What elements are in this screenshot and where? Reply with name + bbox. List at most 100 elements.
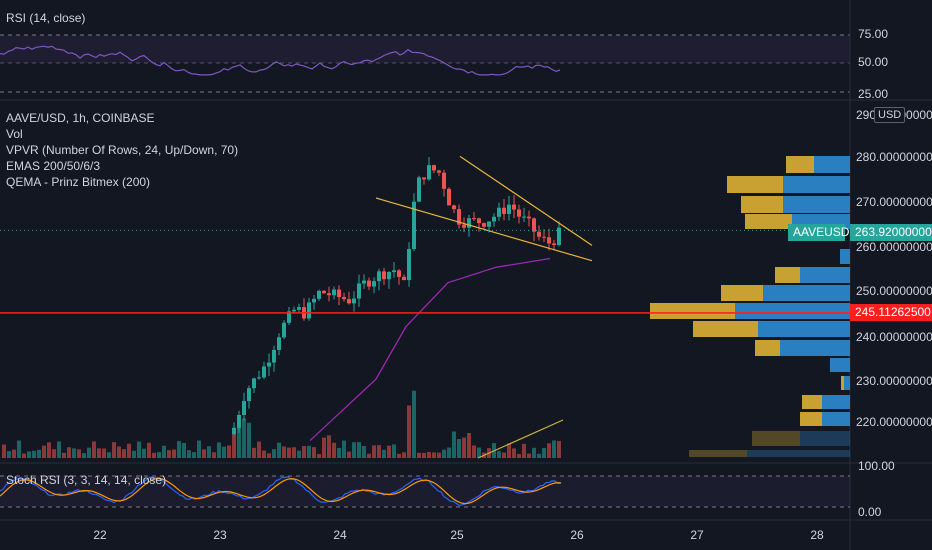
volume-bar	[7, 451, 11, 458]
volume-bar	[527, 453, 531, 458]
candle-body	[522, 216, 526, 218]
time-tick: 26	[570, 528, 584, 542]
symbol-title: AAVE/USD, 1h, COINBASE	[6, 111, 155, 125]
volume-bar	[17, 440, 21, 458]
candle-body	[502, 207, 506, 214]
volume-bar	[422, 452, 426, 458]
stoch-legend[interactable]: Stoch RSI (3, 3, 14, 14, close)	[6, 472, 166, 488]
candle-body	[387, 272, 391, 280]
rsi-tick-50: 50.00	[858, 55, 888, 69]
volume-bar	[287, 447, 291, 458]
volume-bar	[67, 447, 71, 458]
volume-bar	[22, 453, 26, 458]
volume-bar	[172, 449, 176, 458]
volume-bar	[372, 445, 376, 458]
candle-body	[337, 289, 341, 298]
volume-bar	[477, 447, 481, 458]
candle-body	[317, 290, 321, 299]
candle-body	[377, 271, 381, 282]
volume-bar	[337, 447, 341, 458]
volume-bar	[552, 440, 556, 458]
volume-bar	[47, 442, 51, 458]
candle-body	[517, 209, 521, 217]
volume-bar	[107, 452, 111, 458]
volume-bar	[102, 448, 106, 458]
volume-bar	[512, 448, 516, 458]
candle-body	[512, 204, 516, 210]
volume-bar	[232, 427, 236, 458]
volume-bar	[207, 446, 211, 458]
indicator-emas[interactable]: EMAS 200/50/6/3	[6, 159, 101, 173]
volume-bar	[447, 447, 451, 458]
time-tick: 27	[690, 528, 704, 542]
symbol-tag[interactable]: AAVEUSD	[793, 225, 850, 239]
volume-bar	[112, 442, 116, 458]
volume-bar	[202, 449, 206, 458]
volume-bar	[517, 453, 521, 458]
volume-bar	[342, 440, 346, 458]
volume-bar	[252, 447, 256, 458]
vp-row-down	[775, 267, 800, 283]
candle-body	[252, 378, 256, 389]
volume-bar	[452, 431, 456, 458]
candle-body	[287, 311, 291, 323]
candle-body	[492, 216, 496, 222]
indicator-qema[interactable]: QEMA - Prinz Bitmex (200)	[6, 175, 151, 189]
trendline-upper[interactable]	[459, 155, 593, 246]
volume-bar	[42, 445, 46, 458]
volume-bar	[347, 451, 351, 458]
volume-bar	[182, 442, 186, 458]
vp-row-up	[800, 431, 850, 446]
hline-price-bg	[850, 304, 932, 321]
time-tick: 22	[93, 528, 107, 542]
time-tick: 28	[810, 528, 824, 542]
volume-bar	[382, 449, 386, 458]
candle-body	[547, 237, 551, 244]
candle-body	[367, 280, 371, 287]
volume-bar	[272, 449, 276, 458]
volume-bar	[387, 445, 391, 458]
rsi-band	[0, 35, 850, 63]
currency-badge[interactable]: USD	[874, 107, 906, 123]
vp-row-down	[721, 285, 763, 301]
candle-body	[262, 366, 266, 378]
candle-body	[382, 271, 386, 280]
vp-row-up	[822, 412, 850, 426]
rsi-legend[interactable]: RSI (14, close)	[6, 10, 85, 26]
main-legend[interactable]: AAVE/USD, 1h, COINBASE Vol VPVR (Number …	[6, 110, 238, 190]
volume-bar	[132, 450, 136, 458]
time-tick: 24	[333, 528, 347, 542]
volume-bar	[147, 442, 151, 458]
vp-row-up	[747, 450, 850, 457]
trendline-lower[interactable]	[375, 197, 593, 262]
vp-row-down	[693, 321, 758, 337]
volume-bar	[542, 447, 546, 458]
vp-row-down	[752, 431, 800, 446]
volume-bar	[432, 452, 436, 458]
candle-body	[362, 280, 366, 284]
volume-trendline[interactable]	[477, 419, 564, 459]
indicator-vol[interactable]: Vol	[6, 127, 23, 141]
vp-row-down	[727, 176, 783, 193]
candle-body	[257, 377, 261, 379]
volume-bar	[212, 452, 216, 458]
volume-bar	[412, 390, 416, 458]
candle-body	[272, 349, 276, 363]
vp-row-up	[822, 395, 850, 409]
candle-body	[342, 297, 346, 300]
volume-bar	[262, 450, 266, 458]
candle-body	[347, 299, 351, 304]
volume-bar	[312, 447, 316, 458]
volume-bar	[357, 442, 361, 458]
vp-row-down	[755, 340, 780, 356]
vp-row-down	[650, 303, 735, 319]
candle-body	[437, 170, 441, 173]
volume-bar	[12, 449, 16, 458]
volume-bar	[472, 445, 476, 458]
volume-bar	[367, 453, 371, 458]
candles	[232, 157, 561, 436]
vp-row-up	[735, 303, 850, 319]
indicator-vpvr[interactable]: VPVR (Number Of Rows, 24, Up/Down, 70)	[6, 143, 239, 157]
volume-bar	[127, 443, 131, 458]
